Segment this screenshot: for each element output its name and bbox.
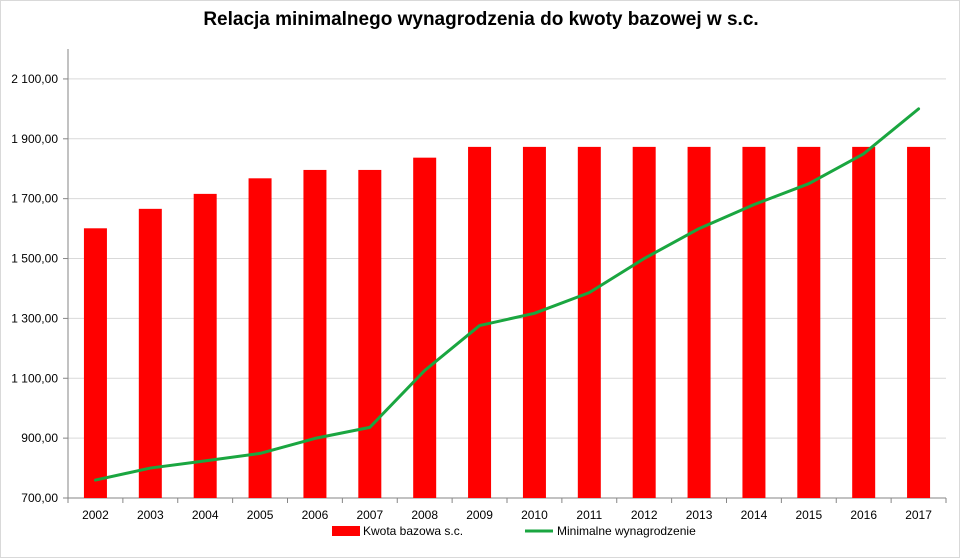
- x-tick-label: 2003: [137, 508, 164, 522]
- x-tick-label: 2015: [795, 508, 822, 522]
- bar: [138, 208, 162, 498]
- y-tick-label: 1 300,00: [11, 311, 58, 325]
- x-tick-label: 2010: [521, 508, 548, 522]
- x-tick-label: 2005: [247, 508, 274, 522]
- y-tick-label: 900,00: [21, 431, 58, 445]
- y-tick-label: 2 100,00: [11, 72, 58, 86]
- x-tick-label: 2011: [576, 508, 602, 522]
- legend-label-bar: Kwota bazowa s.c.: [363, 524, 463, 538]
- bar: [687, 146, 711, 498]
- x-tick-label: 2007: [356, 508, 383, 522]
- bar: [632, 146, 656, 498]
- bar: [83, 228, 107, 498]
- bar: [193, 193, 217, 499]
- x-tick-label: 2012: [631, 508, 658, 522]
- x-tick-label: 2006: [302, 508, 329, 522]
- x-tick-label: 2014: [741, 508, 768, 522]
- bar: [852, 146, 876, 498]
- x-tick-label: 2013: [686, 508, 713, 522]
- bar: [303, 169, 327, 498]
- bar: [522, 146, 546, 498]
- bar: [577, 146, 601, 498]
- y-tick-label: 1 500,00: [11, 252, 58, 266]
- x-tick-label: 2008: [411, 508, 438, 522]
- y-tick-label: 1 700,00: [11, 192, 58, 206]
- bar: [248, 178, 272, 498]
- bar: [742, 146, 766, 498]
- bar: [413, 157, 437, 498]
- x-tick-label: 2016: [850, 508, 877, 522]
- x-tick-label: 2002: [82, 508, 109, 522]
- bar: [468, 146, 492, 498]
- bar: [797, 146, 821, 498]
- y-tick-label: 1 900,00: [11, 132, 58, 146]
- bar: [358, 169, 382, 498]
- legend-label-line: Minimalne wynagrodzenie: [557, 524, 696, 538]
- y-tick-label: 1 100,00: [11, 371, 58, 385]
- y-tick-label: 700,00: [21, 491, 58, 505]
- bar: [907, 146, 931, 498]
- chart-title: Relacja minimalnego wynagrodzenia do kwo…: [203, 9, 759, 30]
- line-series: [93, 107, 921, 482]
- x-tick-label: 2004: [192, 508, 219, 522]
- x-tick-label: 2017: [905, 508, 932, 522]
- x-tick-label: 2009: [466, 508, 493, 522]
- legend-swatch-bar: [332, 526, 360, 536]
